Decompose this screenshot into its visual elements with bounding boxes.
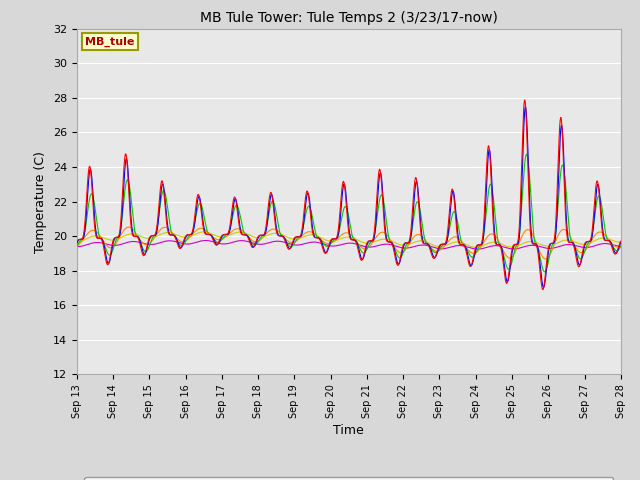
Tul2_Ts-16 [617,240,625,245]
Tul2_Ts-8 [566,232,573,238]
Tul2_Ts-8 [617,243,625,249]
Line: Tul2_Ts-8: Tul2_Ts-8 [77,227,621,259]
Tul2_Ts-8 [189,230,197,236]
Y-axis label: Temperature (C): Temperature (C) [35,151,47,252]
X-axis label: Time: Time [333,424,364,437]
Tul2_Ts-2 [617,240,625,245]
Tul2_Ts-4 [566,228,573,234]
Line: Tul2_Ts-4: Tul2_Ts-4 [77,155,621,272]
Tul2_Tw+2 [539,287,547,292]
Tul2_Ts-4 [402,243,410,249]
Tul2_Ts-32 [189,240,197,246]
Tul2_Ts-4 [412,204,419,210]
Line: Tul2_Ts-32: Tul2_Ts-32 [77,240,621,249]
Tul2_Ts-2 [522,104,529,110]
Tul2_Ts-16 [189,232,197,238]
Tul2_Ts-16 [617,240,625,245]
Tul2_Tw+2 [617,238,625,244]
Tul2_Ts-8 [125,224,132,230]
Tul2_Ts-2 [73,240,81,246]
Tul2_Tw+2 [225,229,232,235]
Title: MB Tule Tower: Tule Temps 2 (3/23/17-now): MB Tule Tower: Tule Temps 2 (3/23/17-now… [200,11,498,25]
Tul2_Ts-2 [189,228,197,234]
Tul2_Ts-16 [225,232,233,238]
Tul2_Ts-32 [566,241,573,247]
Tul2_Ts-4 [617,243,625,249]
Tul2_Ts-16 [402,242,410,248]
Tul2_Ts-32 [474,246,481,252]
Tul2_Ts-8 [73,243,81,249]
Tul2_Ts-4 [189,227,197,232]
Tul2_Tw+2 [521,97,529,103]
Tul2_Ts-4 [617,244,625,250]
Tul2_Tw+2 [402,240,410,246]
Tul2_Tw+2 [412,176,419,181]
Tul2_Ts-2 [225,230,232,236]
Tul2_Ts-32 [412,243,419,249]
Tul2_Ts-8 [617,243,625,249]
Tul2_Ts-4 [523,152,531,157]
Tul2_Ts-32 [617,243,625,249]
Text: MB_tule: MB_tule [85,36,134,47]
Line: Tul2_Ts-16: Tul2_Ts-16 [77,232,621,247]
Tul2_Ts-16 [73,240,81,245]
Tul2_Ts-32 [225,240,233,246]
Tul2_Ts-4 [73,243,81,249]
Tul2_Ts-16 [472,244,480,250]
Tul2_Ts-4 [541,269,548,275]
Line: Tul2_Tw+2: Tul2_Tw+2 [77,100,621,289]
Tul2_Tw+2 [73,239,81,245]
Legend: Tul2_Tw+2, Tul2_Ts-2, Tul2_Ts-4, Tul2_Ts-8, Tul2_Ts-16, Tul2_Ts-32: Tul2_Tw+2, Tul2_Ts-2, Tul2_Ts-4, Tul2_Ts… [84,477,613,480]
Tul2_Tw+2 [189,224,197,230]
Tul2_Tw+2 [617,239,625,244]
Tul2_Ts-2 [402,240,410,246]
Tul2_Ts-8 [225,231,233,237]
Tul2_Ts-2 [412,184,419,190]
Tul2_Ts-32 [402,245,410,251]
Tul2_Ts-32 [617,243,625,249]
Tul2_Ts-2 [540,285,547,290]
Tul2_Ts-16 [412,239,419,245]
Tul2_Ts-8 [402,246,410,252]
Tul2_Ts-8 [412,233,419,239]
Tul2_Ts-2 [566,240,573,245]
Tul2_Ts-16 [566,238,573,243]
Line: Tul2_Ts-2: Tul2_Ts-2 [77,107,621,288]
Tul2_Ts-2 [617,240,625,246]
Tul2_Tw+2 [566,240,573,245]
Tul2_Ts-4 [225,230,232,236]
Tul2_Ts-16 [200,229,207,235]
Tul2_Ts-8 [542,256,550,262]
Tul2_Ts-32 [73,243,81,249]
Tul2_Ts-32 [202,238,209,243]
